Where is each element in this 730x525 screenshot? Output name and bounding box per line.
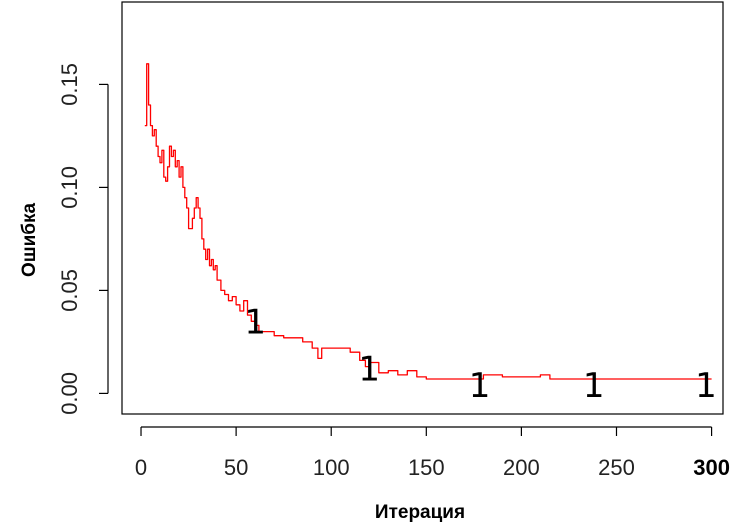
y-tick-label: 0.10: [57, 166, 82, 209]
point-marker-label: 1: [469, 366, 491, 406]
point-marker-label: 1: [583, 366, 605, 406]
y-axis: 0.00 0.05 0.10 0.15: [57, 63, 109, 415]
y-tick-label: 0.00: [57, 372, 82, 415]
x-axis: 0 50 100 150 200 250 300: [135, 426, 730, 480]
y-axis-title: Ошибка: [19, 203, 40, 278]
x-axis-title: Итерация: [375, 502, 465, 523]
x-tick-label: 200: [503, 455, 540, 480]
x-tick-label: 150: [408, 455, 445, 480]
x-tick-label: 300: [693, 455, 730, 480]
series-layer: [144, 63, 712, 380]
y-tick-label: 0.05: [57, 269, 82, 312]
point-marker-label: 1: [244, 302, 266, 342]
x-tick-label: 0: [135, 455, 147, 480]
series-line: [144, 63, 712, 380]
x-tick-label: 250: [598, 455, 635, 480]
point-marker-label: 1: [358, 350, 380, 390]
x-tick-label: 50: [224, 455, 248, 480]
plot-frame: [121, 1, 724, 415]
x-tick-label: 100: [313, 455, 350, 480]
marker-layer: 1 1 1 1 1: [244, 302, 716, 406]
y-tick-label: 0.15: [57, 63, 82, 106]
point-marker-label: 1: [695, 366, 717, 406]
